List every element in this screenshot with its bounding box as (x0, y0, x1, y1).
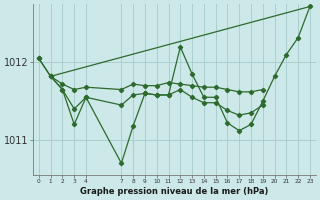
X-axis label: Graphe pression niveau de la mer (hPa): Graphe pression niveau de la mer (hPa) (80, 187, 268, 196)
